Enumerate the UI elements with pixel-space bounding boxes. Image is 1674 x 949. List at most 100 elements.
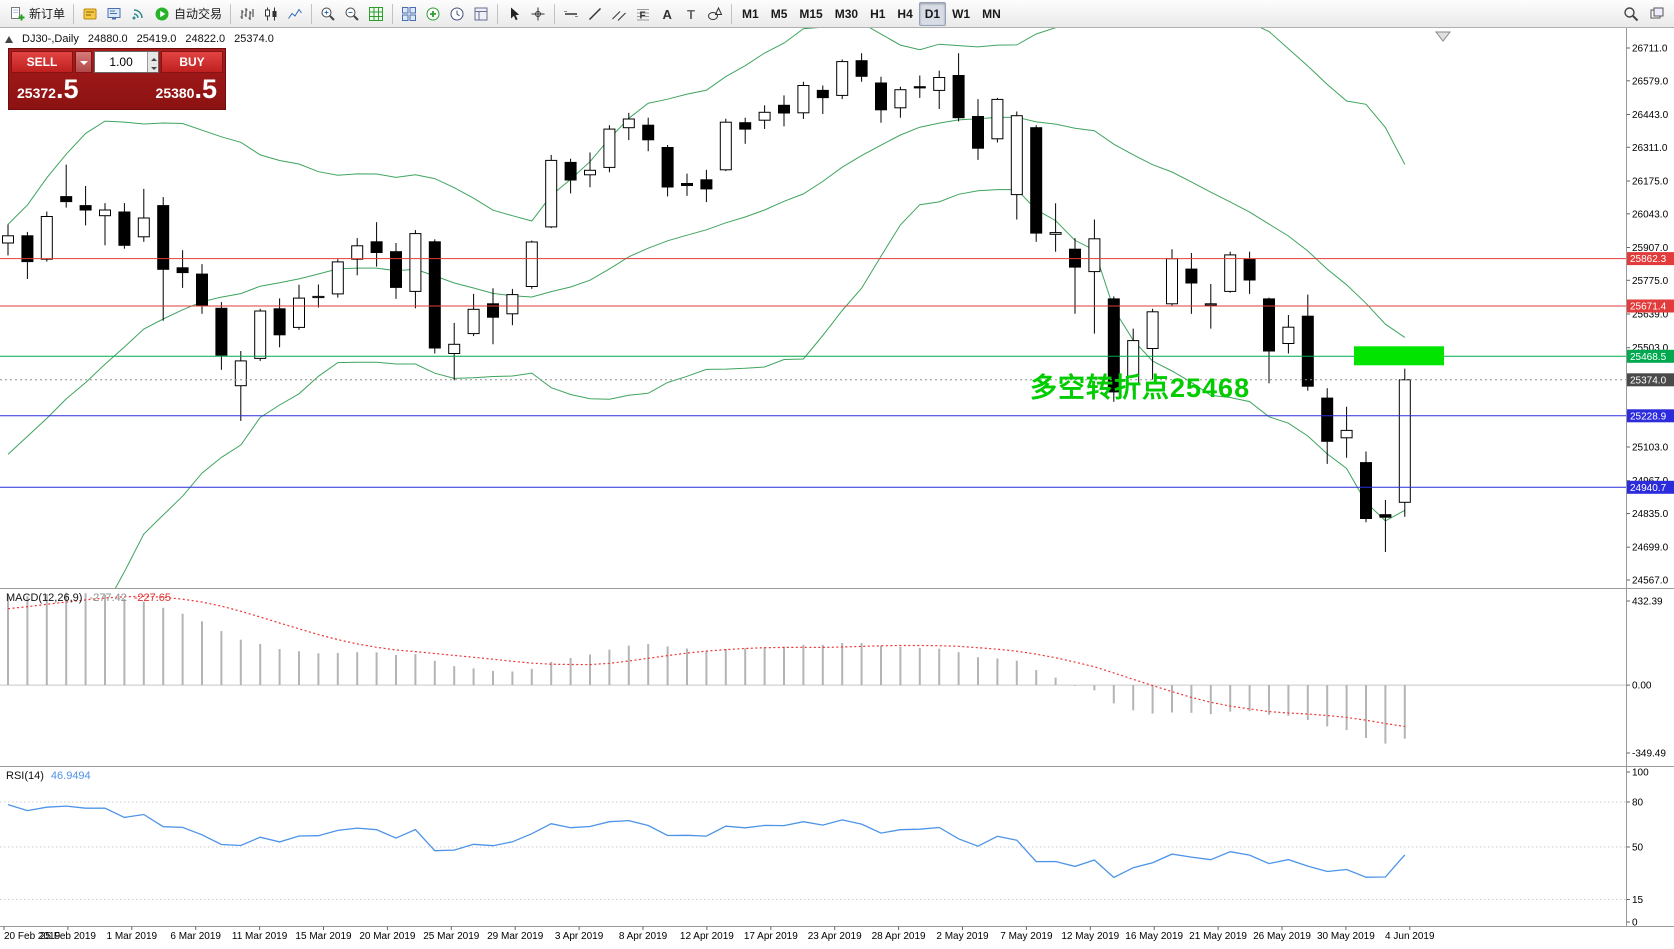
trade-panel-controls: SELL BUY: [11, 51, 223, 73]
svg-text:25228.9: 25228.9: [1630, 411, 1667, 422]
highlight-rectangle[interactable]: [1354, 346, 1444, 366]
tile-windows-button[interactable]: [397, 2, 421, 26]
tf-m15-button[interactable]: M15: [793, 2, 828, 26]
indicators-button[interactable]: [421, 2, 445, 26]
candle: [118, 203, 131, 249]
main-chart-panel[interactable]: [0, 28, 1626, 684]
candle: [312, 284, 325, 308]
pivot-annotation-text[interactable]: 多空转折点25468: [1030, 373, 1251, 403]
candle: [584, 152, 596, 188]
metaeditor-icon[interactable]: [78, 2, 102, 26]
tf-m30-button[interactable]: M30: [829, 2, 864, 26]
time-axis-label: 6 Mar 2019: [170, 931, 221, 942]
windows-list-button[interactable]: [1645, 2, 1669, 26]
volume-decrease-button[interactable]: [147, 62, 158, 72]
candle: [1263, 297, 1275, 384]
metaeditor-icon: [83, 8, 97, 19]
candle: [21, 231, 34, 279]
tf-mn-button[interactable]: MN: [976, 2, 1007, 26]
price-axis-label: 26443.0: [1632, 110, 1669, 121]
price-scale[interactable]: 26711.0 26579.0 26443.0 26311.0 26175.0 26043…: [1626, 44, 1674, 929]
chart-shift-marker[interactable]: [1434, 31, 1452, 42]
horizontal-line-button[interactable]: [559, 2, 583, 26]
cursor-button[interactable]: [502, 2, 526, 26]
auto-arrange-button[interactable]: [364, 2, 388, 26]
resistance-level-1-label: 25862.3: [1627, 252, 1674, 266]
candle: [1166, 249, 1178, 307]
candle: [603, 125, 616, 173]
line-chart-button[interactable]: [283, 2, 307, 26]
rsi-line: [7, 803, 1406, 879]
candle: [1146, 308, 1159, 380]
candles-chart-icon: [265, 7, 277, 20]
pivot-level-label: 25468.5: [1627, 349, 1674, 363]
candle: [487, 288, 499, 345]
autotrading-button[interactable]: 自动交易: [150, 2, 226, 26]
candles-chart-button[interactable]: [259, 2, 283, 26]
templates-icon: [474, 7, 488, 20]
bars-chart-button[interactable]: [235, 2, 259, 26]
buy-price-display[interactable]: 25380 .5: [156, 75, 217, 104]
search-icon-button[interactable]: [1619, 2, 1643, 26]
fibonacci-icon: F: [637, 8, 650, 21]
resistance-level-2-label: 25671.4: [1627, 299, 1674, 313]
sell-price-display[interactable]: 25372 .5: [17, 75, 78, 104]
zoom-out-button[interactable]: [340, 2, 364, 26]
bollinger-lower-band: [114, 188, 1406, 588]
volume-dropdown-button[interactable]: [75, 51, 92, 73]
fibonacci-button[interactable]: F: [631, 2, 655, 26]
zoom-in-button[interactable]: [316, 2, 340, 26]
tf-m1-button[interactable]: M1: [736, 2, 765, 26]
price-axis-label: 24699.0: [1632, 543, 1669, 554]
channel-button[interactable]: [607, 2, 631, 26]
svg-text:25671.4: 25671.4: [1630, 302, 1667, 313]
new-order-icon: [11, 6, 25, 20]
tf-w1-button-label: W1: [952, 6, 971, 21]
periods-button[interactable]: [445, 2, 469, 26]
volume-increase-button[interactable]: [147, 52, 158, 62]
candle: [564, 158, 577, 194]
market-watch-icon[interactable]: [102, 2, 126, 26]
signals-icon[interactable]: [126, 2, 150, 26]
macd-main-value: -277.42: [89, 592, 127, 604]
tf-h1-button[interactable]: H1: [864, 2, 891, 26]
new-order-button[interactable]: 新订单: [5, 2, 69, 26]
trendline-button[interactable]: [583, 2, 607, 26]
candle: [913, 75, 926, 98]
volume-input[interactable]: [95, 52, 148, 72]
time-axis-label: 4 Jun 2019: [1385, 931, 1435, 942]
tf-w1-button[interactable]: W1: [946, 2, 976, 26]
candle: [933, 70, 946, 109]
tf-h4-button[interactable]: H4: [891, 2, 918, 26]
candle: [1010, 111, 1023, 220]
tf-h4-button-label: H4: [897, 6, 913, 21]
crosshair-button[interactable]: [526, 2, 550, 26]
chart-canvas[interactable]: 26711.0 26579.0 26443.0 26311.0 26175.0 26043…: [0, 28, 1674, 949]
toolbar-separator: [230, 3, 232, 24]
autotrading-button-label: 自动交易: [174, 7, 223, 21]
toolbar-separator: [554, 3, 556, 24]
rsi-axis-label: 100: [1632, 768, 1649, 779]
macd-panel[interactable]: [0, 592, 1626, 744]
chart-window[interactable]: 26711.0 26579.0 26443.0 26311.0 26175.0 26043…: [0, 28, 1674, 949]
candle: [370, 222, 383, 267]
rsi-panel[interactable]: [0, 801, 1626, 900]
text-label-button[interactable]: T: [679, 2, 703, 26]
macd-signal-line: [7, 595, 1405, 728]
buy-button[interactable]: BUY: [161, 51, 223, 73]
candle: [894, 86, 907, 118]
price-axis-label: 26579.0: [1632, 76, 1669, 87]
text-button[interactable]: A: [655, 2, 679, 26]
tf-d1-button[interactable]: D1: [918, 1, 947, 26]
shapes-button[interactable]: [703, 2, 727, 26]
price-axis-label: 26711.0: [1632, 44, 1668, 55]
sell-button[interactable]: SELL: [11, 51, 73, 73]
time-axis-label: 25 Mar 2019: [423, 931, 480, 942]
tf-m5-button[interactable]: M5: [765, 2, 794, 26]
toolbar-separator: [497, 3, 499, 24]
rsi-indicator-label: RSI(14) 46.9494: [6, 770, 91, 782]
candle: [661, 145, 674, 197]
templates-button[interactable]: [469, 2, 493, 26]
trendline-icon: [589, 7, 602, 20]
